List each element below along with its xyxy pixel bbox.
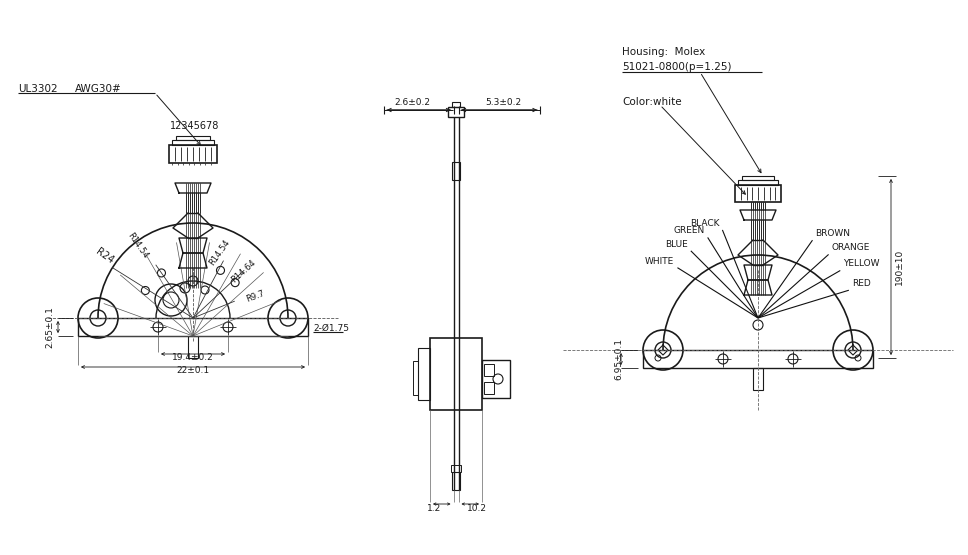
Text: YELLOW: YELLOW (843, 260, 880, 269)
Bar (742, 176, 774, 180)
Text: BROWN: BROWN (815, 229, 851, 238)
Text: AWG30#: AWG30# (75, 84, 122, 94)
Bar (452, 472, 460, 490)
Text: 12345678: 12345678 (170, 121, 220, 131)
Text: RED: RED (852, 279, 870, 288)
Text: R14.54: R14.54 (208, 238, 232, 266)
Bar (418, 348, 430, 400)
Bar (452, 162, 460, 180)
Bar (169, 145, 217, 163)
Text: 6.95±0.1: 6.95±0.1 (615, 338, 623, 380)
Bar (448, 107, 464, 117)
Text: UL3302: UL3302 (18, 84, 58, 94)
Bar (413, 361, 418, 395)
Text: GREEN: GREEN (674, 226, 705, 235)
Text: BLACK: BLACK (690, 219, 719, 228)
Text: 190±10: 190±10 (894, 249, 903, 285)
Text: 1.2: 1.2 (427, 504, 441, 513)
Bar (430, 338, 482, 410)
Text: R24: R24 (94, 246, 116, 266)
Bar (738, 180, 778, 185)
Bar (452, 102, 460, 107)
Text: 51021-0800(p=1.25): 51021-0800(p=1.25) (622, 62, 732, 72)
Text: 10.2: 10.2 (467, 504, 487, 513)
Bar (484, 364, 494, 376)
Bar (172, 140, 214, 145)
Text: 19.4±0.2: 19.4±0.2 (172, 353, 214, 362)
Text: 2.6±0.2: 2.6±0.2 (394, 98, 430, 107)
Bar (643, 350, 873, 368)
Text: ORANGE: ORANGE (832, 244, 870, 253)
Text: Housing:  Molex: Housing: Molex (622, 47, 706, 57)
Text: R14.64: R14.64 (229, 258, 257, 284)
Text: R14.54: R14.54 (126, 231, 150, 261)
Text: WHITE: WHITE (646, 256, 675, 266)
Bar (78, 318, 308, 336)
Text: BLUE: BLUE (665, 240, 688, 249)
Text: 5.3±0.2: 5.3±0.2 (485, 98, 521, 107)
Bar (484, 382, 494, 394)
Text: 22±0.1: 22±0.1 (176, 366, 209, 375)
Text: R9.7: R9.7 (245, 289, 265, 304)
Bar (482, 360, 510, 398)
Text: 2-Ø1.75: 2-Ø1.75 (313, 324, 349, 333)
Bar (735, 185, 781, 202)
Bar (176, 136, 210, 140)
Bar (188, 336, 198, 358)
Bar (451, 465, 461, 472)
Text: Color:white: Color:white (622, 97, 681, 107)
Bar (753, 368, 763, 390)
Text: 2.65±0.1: 2.65±0.1 (45, 306, 54, 348)
